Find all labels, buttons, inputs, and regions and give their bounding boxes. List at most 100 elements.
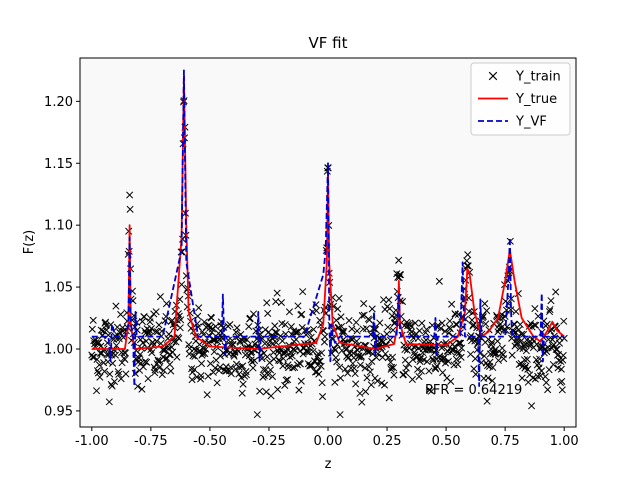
train-point (115, 370, 123, 378)
train-point (545, 308, 554, 316)
train-point (94, 369, 102, 377)
train-point (455, 339, 463, 347)
train-point (446, 325, 454, 333)
train-point (232, 328, 240, 336)
train-point (265, 328, 273, 336)
train-point (134, 382, 142, 390)
train-point (425, 386, 433, 394)
train-point (550, 341, 558, 349)
train-point (148, 349, 156, 357)
train-point (332, 316, 340, 324)
y-tick-label: 1.15 (44, 157, 73, 172)
train-point (518, 374, 526, 382)
train-point (457, 353, 465, 361)
train-point (276, 357, 284, 365)
axes: -1.00 -0.75 -0.50 -0.25 0.00 0.25 0.50 0.75 1.00… (44, 95, 579, 449)
train-point (337, 313, 345, 321)
legend-label: Y_true (515, 92, 557, 107)
train-point (295, 386, 303, 394)
train-point (111, 351, 120, 359)
train-point (249, 364, 257, 372)
train-point (93, 367, 102, 375)
train-point (284, 376, 292, 384)
train-point (435, 277, 443, 285)
train-point (246, 314, 254, 322)
train-point (357, 353, 365, 362)
train-point (161, 317, 169, 325)
train-point (558, 386, 566, 394)
train-point (533, 340, 541, 348)
train-point (497, 324, 505, 332)
y-tick-label: 1.05 (44, 281, 73, 296)
train-point (402, 364, 410, 372)
train-point (89, 353, 97, 361)
train-point (366, 368, 374, 376)
train-point (273, 289, 281, 297)
train-point (535, 364, 543, 372)
train-point (444, 357, 452, 366)
train-point (197, 360, 206, 368)
train-point (480, 352, 488, 360)
train-point (102, 326, 111, 334)
train-point (508, 351, 516, 359)
train-point (541, 373, 549, 381)
train-point (558, 377, 566, 385)
train-point (239, 380, 247, 388)
train-point (299, 350, 307, 358)
train-point (245, 322, 253, 331)
train-point (272, 297, 280, 306)
train-point (351, 370, 359, 378)
train-point (121, 349, 129, 357)
train-point (331, 346, 339, 354)
train-point (341, 365, 349, 373)
train-point (315, 370, 323, 378)
train-point (552, 345, 560, 353)
train-point (445, 329, 453, 337)
train-point (536, 355, 544, 363)
train-point (524, 365, 532, 373)
train-point (92, 387, 101, 395)
train-point (468, 316, 476, 324)
train-point (414, 365, 422, 373)
train-point (367, 381, 375, 389)
train-point (345, 317, 353, 325)
train-point (404, 322, 412, 330)
train-point (451, 310, 459, 318)
train-point (365, 316, 373, 324)
train-point (439, 368, 447, 377)
train-point (93, 355, 101, 363)
train-point (299, 288, 307, 296)
train-point (147, 325, 155, 333)
train-point (308, 361, 316, 370)
train-point (154, 356, 162, 364)
train-point (126, 205, 134, 213)
train-point (544, 386, 552, 394)
train-point (227, 363, 235, 371)
train-point (167, 367, 175, 375)
train-point (376, 319, 384, 327)
train-point (173, 353, 181, 361)
train-point (151, 366, 159, 374)
train-point (121, 355, 129, 363)
train-point (463, 262, 471, 270)
train-point (193, 373, 201, 381)
train-point (519, 345, 527, 353)
train-point (334, 305, 342, 313)
train-point (353, 327, 361, 335)
train-point (190, 365, 198, 374)
train-point (324, 164, 332, 172)
train-point (511, 328, 520, 336)
legend: Y_train Y_true Y_VF (470, 62, 571, 136)
train-point (139, 363, 147, 371)
train-point (282, 376, 290, 384)
train-point (433, 362, 441, 370)
train-point (353, 337, 361, 345)
train-point (411, 319, 419, 327)
train-point (523, 355, 531, 363)
train-point (312, 307, 320, 315)
train-point (298, 310, 306, 318)
train-point (331, 378, 339, 386)
train-point (114, 368, 122, 376)
train-point (296, 360, 304, 368)
train-point (195, 347, 203, 355)
